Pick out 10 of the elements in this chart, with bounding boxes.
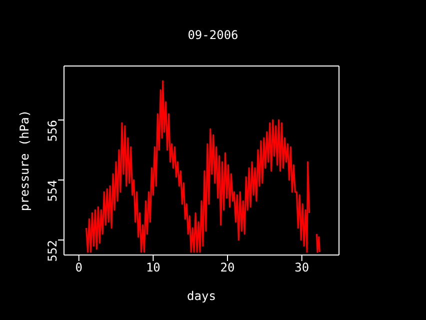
- y-tick-label: 554: [45, 180, 60, 202]
- y-tick-label: 556: [45, 120, 60, 142]
- y-tick-label: 552: [45, 240, 60, 262]
- chart-title: 09-2006: [186, 28, 240, 42]
- x-tick-label: 20: [220, 260, 235, 275]
- x-axis-title: days: [187, 289, 216, 303]
- y-axis-title: pressure (hPa): [17, 110, 32, 212]
- x-tick-label: 0: [75, 260, 82, 275]
- x-tick-label: 10: [146, 260, 160, 275]
- x-tick-label: 30: [294, 260, 310, 275]
